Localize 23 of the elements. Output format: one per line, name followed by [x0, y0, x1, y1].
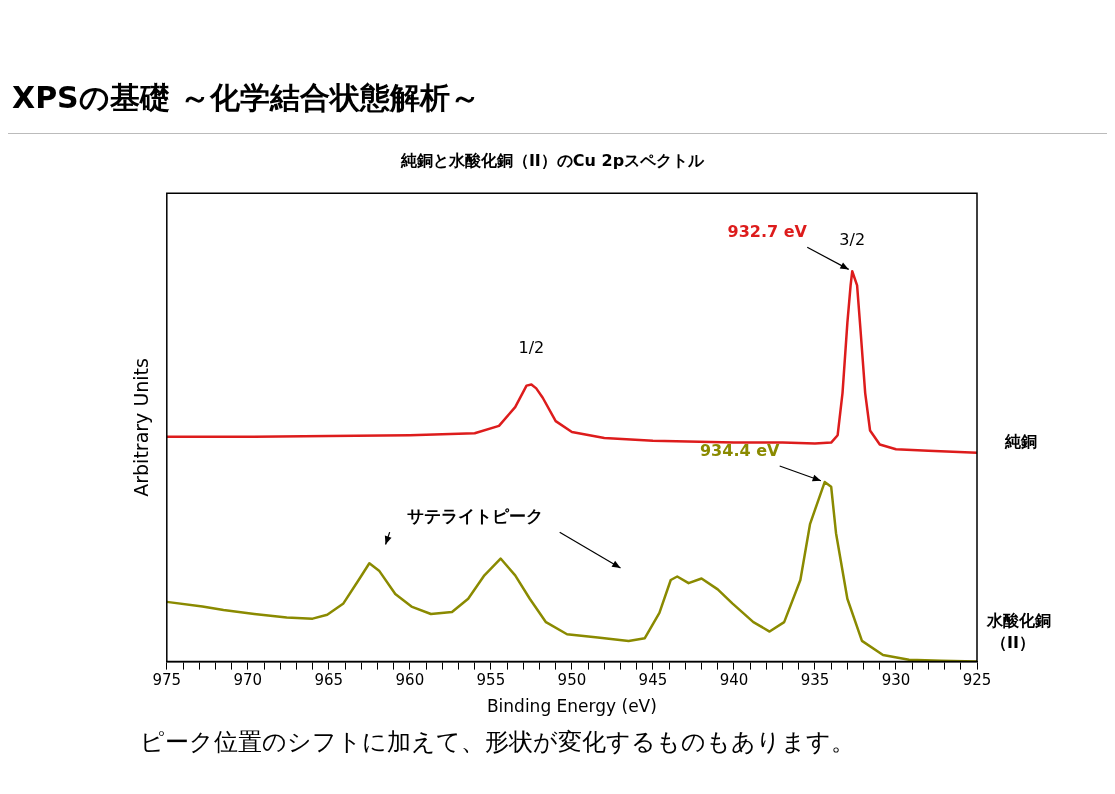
chart-title: XPSの基礎 ～化学結合状態解析～: [8, 8, 1107, 134]
x-tick-label: 945: [638, 671, 668, 690]
chart-subtitle: 純銅と水酸化銅（II）のCu 2pスペクトル: [399, 150, 706, 170]
x-tick-label: 935: [800, 671, 830, 690]
annotation: 3/2: [839, 230, 866, 250]
annotation: サテライトピーク: [406, 505, 543, 526]
series-label: 純銅: [1004, 431, 1037, 451]
x-tick-label: 925: [962, 671, 992, 690]
text: ピーク位置のシフトに加えて、形状が変化するものもあります。: [139, 727, 856, 758]
x-tick-label: 955: [476, 671, 506, 690]
annotation: 932.7 eV: [727, 222, 808, 242]
x-axis-title: Binding Energy (eV): [486, 696, 657, 717]
x-tick-label: 930: [881, 671, 911, 690]
x-tick-label: 975: [152, 671, 182, 690]
x-tick-label: 950: [557, 671, 587, 690]
x-tick-label: 970: [233, 671, 263, 690]
x-tick-label: 940: [719, 671, 749, 690]
x-tick-label: 960: [395, 671, 425, 690]
y-axis-title: Arbitrary Units: [130, 358, 153, 497]
annotation: 934.4 eV: [699, 441, 780, 461]
x-tick-label: 965: [314, 671, 344, 690]
annotation: 1/2: [518, 337, 545, 357]
series-label: 水酸化銅（II）: [986, 610, 1051, 652]
